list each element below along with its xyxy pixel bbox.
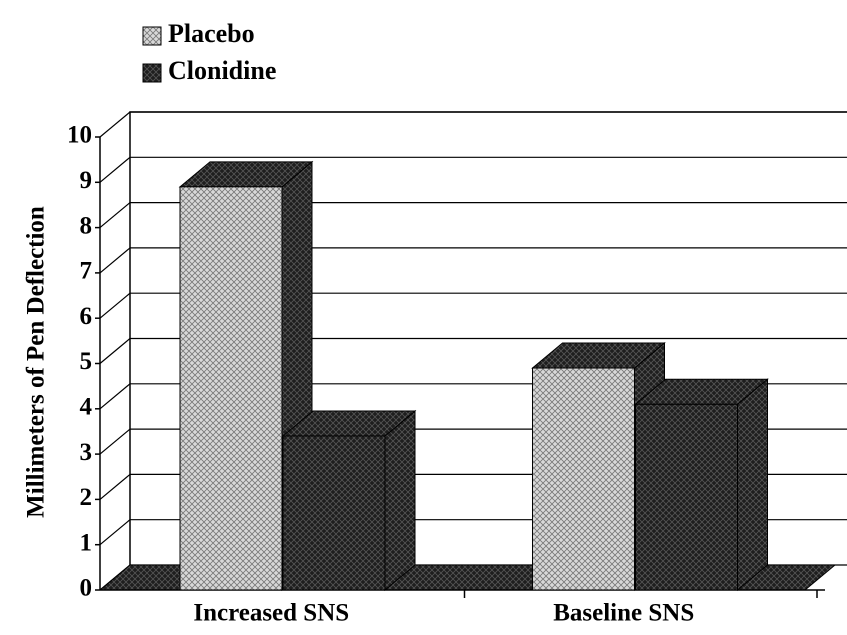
bar-front	[282, 435, 386, 591]
x-tick-label: Increased SNS	[193, 600, 349, 627]
y-tick-label: 7	[80, 258, 93, 285]
bar-front	[635, 403, 738, 591]
y-tick-label: 4	[80, 394, 93, 421]
grid-line-side	[99, 428, 131, 455]
bar-side	[737, 378, 768, 592]
y-tick-label: 5	[80, 348, 93, 375]
y-tick-label: 0	[80, 575, 93, 602]
grid-line-side	[99, 338, 131, 364]
grid-line-side	[99, 111, 131, 138]
y-tick-label: 9	[80, 167, 93, 194]
bar	[634, 378, 769, 592]
y-tick-label: 3	[80, 439, 93, 466]
grid-line-side	[99, 473, 131, 500]
grid-line-side	[99, 519, 131, 546]
y-tick-label: 10	[67, 122, 92, 149]
legend-label: Clonidine	[168, 56, 276, 85]
bar-front	[179, 186, 283, 591]
bar-front	[532, 367, 635, 591]
y-tick-label: 8	[80, 212, 93, 239]
grid-line-side	[99, 247, 131, 274]
grid-line-side	[99, 292, 131, 319]
y-tick-label: 6	[80, 303, 93, 330]
grid-line-side	[99, 383, 131, 410]
x-tick-label: Baseline SNS	[553, 600, 694, 627]
y-tick-label: 1	[80, 529, 93, 556]
bar-side	[384, 409, 416, 592]
y-axis-title: Millimeters of Pen Deflection	[23, 206, 50, 518]
bar	[281, 409, 417, 592]
legend-swatch	[142, 63, 162, 83]
grid-line-side	[99, 156, 131, 183]
grid-line-side	[99, 202, 131, 229]
legend-swatch	[142, 26, 162, 46]
legend-label: Placebo	[168, 19, 255, 48]
y-tick-label: 2	[80, 484, 93, 511]
